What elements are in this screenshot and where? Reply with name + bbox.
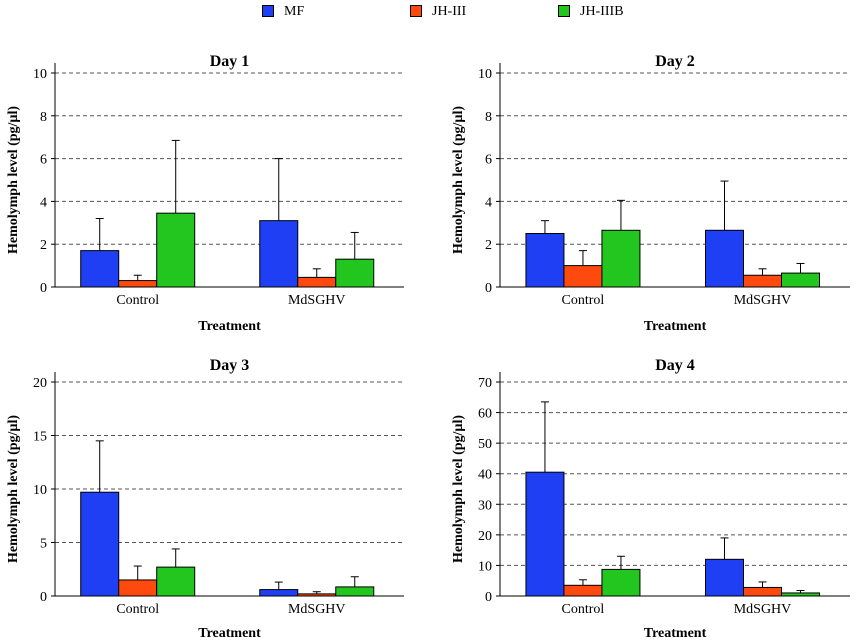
- y-tick-label: 6: [485, 153, 492, 168]
- bar-mf-control: [80, 250, 120, 288]
- bar-jh-iiib-control: [156, 212, 196, 288]
- y-tick-label: 0: [485, 590, 492, 605]
- bar-mf-control: [525, 233, 565, 288]
- x-tick-label: Control: [116, 602, 159, 617]
- chart-day-2: 0 2 4 6 8 10 Control MdSGHV Day 2 Treatment Hemoly…: [451, 53, 850, 334]
- bar-jh-iiib-control: [601, 568, 641, 597]
- y-tick-label: 4: [40, 195, 47, 210]
- y-axis-label: Hemolymph level (pg/µl): [451, 106, 466, 254]
- y-tick-label: 0: [40, 281, 47, 296]
- y-tick-label: 40: [478, 468, 492, 483]
- x-axis-label: Treatment: [644, 626, 707, 641]
- bar-jh-iii-mdsghv: [743, 586, 782, 597]
- x-tick-label: MdSGHV: [734, 602, 792, 617]
- x-axis-label: Treatment: [198, 319, 261, 334]
- bar-mf-control: [525, 471, 565, 597]
- bar-jh-iiib-control: [601, 229, 641, 288]
- y-tick-label: 10: [478, 67, 492, 82]
- bar-mf-mdsghv: [705, 229, 744, 288]
- bar-mf-mdsghv: [259, 220, 299, 288]
- y-tick-label: 0: [485, 281, 492, 296]
- x-tick-label: MdSGHV: [734, 293, 792, 308]
- legend-label-mf: MF: [284, 4, 305, 19]
- y-tick-label: 70: [478, 376, 492, 391]
- legend-item-jh-iii: JH-III: [410, 4, 466, 20]
- y-tick-label: 8: [485, 110, 492, 125]
- y-tick-label: 8: [40, 110, 47, 125]
- bar-jh-iiib-control: [156, 566, 196, 597]
- legend-swatch-mf: [262, 4, 274, 17]
- chart-title: Day 2: [655, 53, 695, 70]
- bar-jh-iii-control: [118, 579, 158, 597]
- legend-item-mf: MF: [262, 4, 304, 20]
- bar-jh-iii-control: [118, 280, 158, 288]
- chart-day-3: 0 5 10 15 20 Control MdSGHV Day 3 Treatment Hemol…: [6, 357, 404, 641]
- y-tick-label: 2: [40, 238, 47, 253]
- chart-title: Day 4: [655, 357, 695, 374]
- y-axis-label: Hemolymph level (pg/µl): [6, 415, 21, 563]
- y-tick-label: 10: [33, 483, 47, 498]
- bar-jh-iii-control: [563, 265, 603, 288]
- bar-jh-iii-control: [563, 584, 603, 597]
- y-tick-label: 30: [478, 498, 492, 513]
- x-tick-label: Control: [562, 293, 605, 308]
- bar-mf-mdsghv: [705, 558, 744, 597]
- bar-jh-iii-mdsghv: [297, 276, 337, 288]
- y-tick-label: 5: [40, 537, 47, 552]
- bar-jh-iiib-mdsghv: [335, 586, 375, 597]
- chart-title: Day 3: [210, 357, 250, 374]
- bar-jh-iii-mdsghv: [743, 274, 782, 288]
- y-tick-label: 4: [485, 195, 492, 210]
- y-tick-label: 0: [40, 590, 47, 605]
- legend-swatch-jh-iiib: [558, 4, 570, 17]
- chart-day-1: 0 2 4 6 8 10 Control MdSGHV Day 1 Treatment Hemoly…: [6, 53, 404, 334]
- chart-title: Day 1: [210, 53, 250, 70]
- bar-mf-mdsghv: [259, 589, 299, 597]
- bar-mf-control: [80, 491, 120, 597]
- y-tick-label: 20: [478, 529, 492, 544]
- y-tick-label: 2: [485, 238, 492, 253]
- legend-label-jh-iiib: JH-IIIB: [580, 4, 624, 19]
- y-tick-label: 10: [478, 559, 492, 574]
- x-tick-label: Control: [562, 602, 605, 617]
- y-tick-label: 60: [478, 407, 492, 422]
- legend: MF JH-III JH-IIIB: [0, 0, 856, 26]
- y-tick-label: 50: [478, 437, 492, 452]
- y-axis-label: Hemolymph level (pg/µl): [6, 106, 21, 254]
- legend-swatch-jh-iii: [410, 4, 422, 17]
- bar-jh-iiib-mdsghv: [781, 272, 820, 288]
- chart-day-4: 0 10 20 30 40 50 60 70 Control MdSGHV Day 4 Treatme…: [451, 357, 850, 641]
- y-tick-label: 20: [33, 376, 47, 391]
- x-axis-label: Treatment: [644, 319, 707, 334]
- x-tick-label: Control: [116, 293, 159, 308]
- y-tick-label: 15: [33, 430, 47, 445]
- legend-item-jh-iiib: JH-IIIB: [558, 4, 624, 20]
- y-tick-label: 10: [33, 67, 47, 82]
- legend-label-jh-iii: JH-III: [432, 4, 467, 19]
- x-tick-label: MdSGHV: [288, 602, 346, 617]
- bar-jh-iiib-mdsghv: [335, 258, 375, 288]
- x-axis-label: Treatment: [198, 626, 261, 641]
- x-tick-label: MdSGHV: [288, 293, 346, 308]
- y-axis-label: Hemolymph level (pg/µl): [451, 415, 466, 563]
- y-tick-label: 6: [40, 153, 47, 168]
